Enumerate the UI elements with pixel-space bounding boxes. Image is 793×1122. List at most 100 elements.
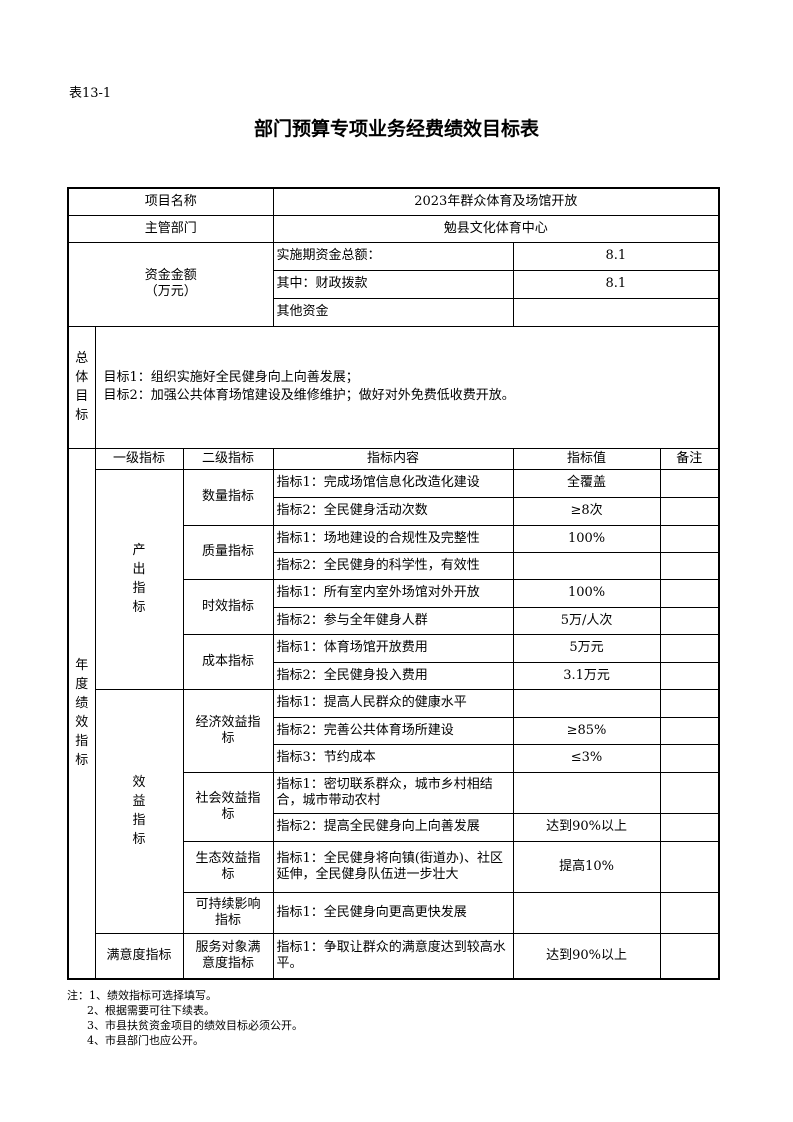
level2-indicator: 时效指标 — [182, 578, 274, 635]
indicator-content: 指标2：完善公共体育场所建设 — [272, 716, 514, 745]
indicator-content: 指标2：提高全民健身向上向善发展 — [272, 812, 514, 842]
level2-indicator: 服务对象满意度指标 — [182, 932, 274, 980]
page-title: 部门预算专项业务经费绩效目标表 — [253, 118, 539, 140]
indicator-note — [659, 524, 720, 553]
level2-indicator: 数量指标 — [182, 468, 274, 526]
project-value: 2023年群众体育及场馆开放 — [272, 187, 720, 216]
project-label: 项目名称 — [67, 187, 274, 216]
funds-label: 资金金额 （万元） — [67, 241, 274, 327]
note-line: 注：1、绩效指标可选择填写。 — [67, 989, 217, 1002]
funds-row-value: 8.1 — [512, 241, 720, 271]
indicator-content: 指标1：密切联系群众，城市乡村相结合，城市带动农村 — [272, 771, 514, 814]
overall-goal-label: 总体目标 — [67, 325, 96, 449]
indicator-value: 3.1万元 — [512, 661, 661, 690]
indicator-value — [512, 771, 661, 814]
funds-row-value: 8.1 — [512, 269, 720, 299]
indicator-content: 指标1：场地建设的合规性及完整性 — [272, 524, 514, 553]
indicator-row: 可持续影响指标 指标1：全民健身向更高更快发展 — [68, 891, 720, 934]
level2-indicator: 可持续影响指标 — [182, 891, 274, 934]
level1-indicator: 效益指标 — [94, 688, 184, 934]
indicator-value: ≥8次 — [512, 496, 661, 526]
indicator-content: 指标2：全民健身的科学性，有效性 — [272, 551, 514, 580]
indicator-row: 效益指标 经济效益指标 指标1：提高人民群众的健康水平 — [68, 688, 720, 934]
funds-unit: （万元） — [144, 284, 197, 299]
annual-indicators-label: 年度绩效指标 — [67, 447, 96, 980]
header-note: 备注 — [659, 447, 720, 470]
table-code: 表13-1 — [69, 86, 112, 101]
indicator-note — [659, 891, 720, 934]
header-level2: 二级指标 — [182, 447, 274, 470]
indicator-note — [659, 812, 720, 842]
indicator-row: 质量指标 指标1：场地建设的合规性及完整性 100% — [68, 524, 720, 580]
note-line: 2、根据需要可往下续表。 — [87, 1004, 215, 1017]
indicator-content: 指标1：所有室内室外场馆对外开放 — [272, 578, 514, 608]
indicator-content: 指标1：完成场馆信息化改造化建设 — [272, 468, 514, 498]
indicator-value: ≥85% — [512, 716, 661, 745]
funds-row-label: 其他资金 — [272, 297, 514, 327]
header-content: 指标内容 — [272, 447, 514, 470]
level2-indicator: 经济效益指标 — [182, 688, 274, 773]
indicator-note — [659, 551, 720, 580]
indicator-value — [512, 688, 661, 718]
indicator-value: 全覆盖 — [512, 468, 661, 498]
indicator-note — [659, 468, 720, 498]
indicator-value: 100% — [512, 524, 661, 553]
level2-indicator: 质量指标 — [182, 524, 274, 580]
funds-label-text: 资金金额 — [144, 268, 197, 283]
indicator-value: 达到90%以上 — [512, 812, 661, 842]
notes: 注：1、绩效指标可选择填写。 2、根据需要可往下续表。 3、市县扶贫资金项目的绩效目… — [67, 988, 303, 1048]
level1-indicator: 产出指标 — [94, 468, 184, 690]
indicator-row: 指标2：参与全年健身人群 5万/人次 — [68, 606, 720, 635]
note-line: 3、市县扶贫资金项目的绩效目标必须公开。 — [87, 1019, 303, 1032]
indicator-row: 满意度指标 服务对象满意度指标 指标1：争取让群众的满意度达到较高水平。 达到90%以… — [68, 932, 720, 980]
indicator-row: 产出指标 数量指标 指标1：完成场馆信息化改造化建设 全覆盖 — [68, 468, 720, 690]
indicator-note — [659, 578, 720, 608]
funds-row-label: 其中：财政拨款 — [272, 269, 514, 299]
note-line: 4、市县部门也应公开。 — [87, 1034, 204, 1047]
indicator-value — [512, 551, 661, 580]
overall-goal-text: 目标1：组织实施好全民健身向上向善发展； 目标2：加强公共体育场馆建设及维修维护；… — [94, 325, 720, 449]
level2-indicator: 成本指标 — [182, 633, 274, 690]
indicator-row: 社会效益指标 指标1：密切联系群众，城市乡村相结合，城市带动农村 — [68, 771, 720, 842]
indicator-note — [659, 633, 720, 663]
indicator-value: 5万元 — [512, 633, 661, 663]
indicator-content: 指标1：争取让群众的满意度达到较高水平。 — [272, 932, 514, 980]
goal-line: 目标1：组织实施好全民健身向上向善发展； — [103, 370, 359, 385]
level2-indicator: 生态效益指标 — [182, 840, 274, 893]
indicator-content: 指标1：体育场馆开放费用 — [272, 633, 514, 663]
indicator-content: 指标2：全民健身活动次数 — [272, 496, 514, 526]
indicator-content: 指标3：节约成本 — [272, 743, 514, 773]
indicator-content: 指标1：全民健身向更高更快发展 — [272, 891, 514, 934]
indicator-note — [659, 661, 720, 690]
header-value: 指标值 — [512, 447, 661, 470]
indicator-note — [659, 932, 720, 980]
indicator-row: 生态效益指标 指标1：全民健身将向镇(街道办)、社区延伸，全民健身队伍进一步壮大提… — [68, 840, 720, 893]
indicator-value: 5万/人次 — [512, 606, 661, 635]
indicator-value: ≤3% — [512, 743, 661, 773]
level1-indicator: 满意度指标 — [94, 932, 184, 980]
performance-table: 项目名称 2023年群众体育及场馆开放 主管部门 勉县文化体育中心 资金金额 （万… — [67, 187, 721, 980]
goal-line: 目标2：加强公共体育场馆建设及维修维护；做好对外免费低收费开放。 — [103, 388, 515, 403]
indicator-note — [659, 840, 720, 893]
indicator-row: 指标2：全民健身活动次数 ≥8次 — [68, 496, 720, 526]
level2-indicator: 社会效益指标 — [182, 771, 274, 842]
indicator-note — [659, 688, 720, 718]
funds-row-label: 实施期资金总额： — [272, 241, 514, 271]
department-label: 主管部门 — [67, 214, 274, 243]
indicator-row: 指标2：提高全民健身向上向善发展 达到90%以上 — [68, 812, 720, 842]
funds-row-value — [512, 297, 720, 327]
indicator-content: 指标2：全民健身投入费用 — [272, 661, 514, 690]
indicator-row: 成本指标 指标1：体育场馆开放费用 5万元 — [68, 633, 720, 690]
indicator-note — [659, 771, 720, 814]
indicator-value: 提高10% — [512, 840, 661, 893]
department-value: 勉县文化体育中心 — [272, 214, 720, 243]
indicator-value — [512, 891, 661, 934]
indicator-row: 指标2：全民健身投入费用 3.1万元 — [68, 661, 720, 690]
indicator-value: 100% — [512, 578, 661, 608]
indicator-row: 指标2：全民健身的科学性，有效性 — [68, 551, 720, 580]
indicator-content: 指标1：提高人民群众的健康水平 — [272, 688, 514, 718]
indicator-note — [659, 496, 720, 526]
indicator-content: 指标2：参与全年健身人群 — [272, 606, 514, 635]
indicator-note — [659, 716, 720, 745]
indicator-content: 指标1：全民健身将向镇(街道办)、社区延伸，全民健身队伍进一步壮大 — [272, 840, 514, 893]
